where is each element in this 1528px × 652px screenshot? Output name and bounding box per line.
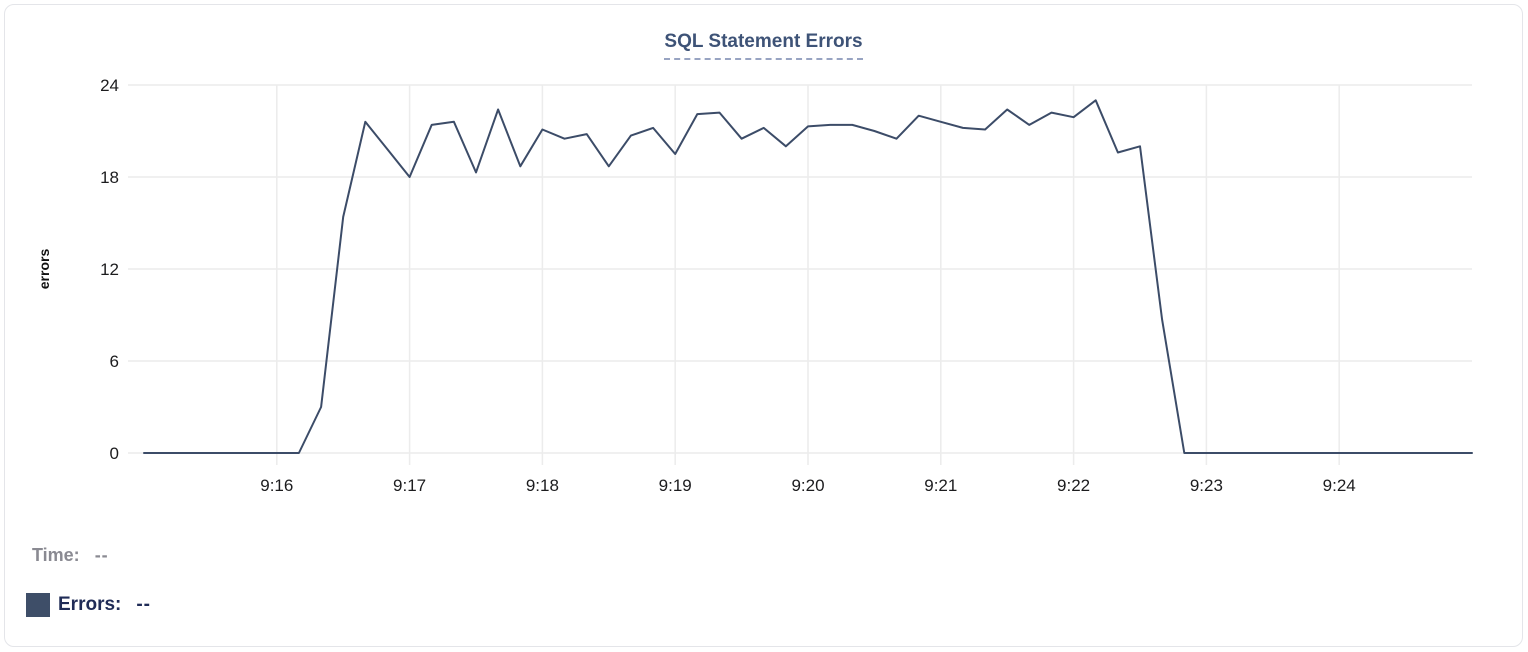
y-tick-label: 18	[100, 168, 119, 187]
y-axis-title: errors	[36, 249, 52, 290]
y-tick-label: 0	[110, 444, 119, 463]
x-tick-label: 9:16	[260, 476, 293, 495]
legend-time-row: Time: --	[32, 545, 109, 566]
legend-errors-value: --	[136, 594, 152, 615]
legend-time-value: --	[94, 545, 109, 565]
x-tick-label: 9:24	[1323, 476, 1356, 495]
errors-series-swatch-icon	[26, 593, 50, 617]
x-tick-label: 9:23	[1190, 476, 1223, 495]
sql-errors-chart[interactable]: 0 6 12 18 24 9:16 9:17 9:18 9:19 9:20 9:21 9:22 9:23…	[5, 5, 1525, 517]
y-tick-label: 12	[100, 260, 119, 279]
y-tick-label: 6	[110, 352, 119, 371]
x-tick-label: 9:22	[1057, 476, 1090, 495]
legend-errors-row: Errors: --	[26, 593, 151, 617]
legend-errors-label: Errors:	[58, 594, 122, 615]
legend-time-label: Time:	[32, 545, 80, 565]
y-tick-label: 24	[100, 76, 119, 95]
errors-series-line[interactable]	[143, 99, 1473, 454]
chart-card: SQL Statement Errors 0 6 12 18 24 9:16 9:17 9:1…	[4, 4, 1523, 647]
x-tick-label: 9:17	[393, 476, 426, 495]
chart-header: SQL Statement Errors	[5, 31, 1522, 60]
x-tick-label: 9:21	[924, 476, 957, 495]
x-tick-label: 9:20	[791, 476, 824, 495]
chart-title[interactable]: SQL Statement Errors	[664, 31, 863, 60]
x-tick-label: 9:18	[526, 476, 559, 495]
x-tick-label: 9:19	[659, 476, 692, 495]
